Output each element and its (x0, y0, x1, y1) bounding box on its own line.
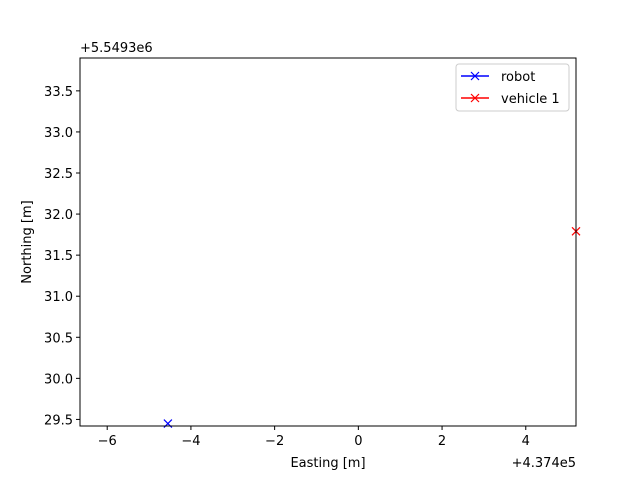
y-axis-label: Northing [m] (20, 200, 35, 283)
y-tick-label: 33.0 (44, 126, 73, 141)
legend-label: robot (501, 70, 535, 85)
legend-marker (470, 93, 480, 103)
legend: robot vehicle 1 (455, 63, 570, 112)
y-offset-label: +5.5493e6 (80, 41, 153, 56)
y-tick-label: 30.0 (44, 372, 73, 387)
y-tick-label: 33.5 (44, 85, 73, 100)
x-tick-label: −6 (98, 434, 117, 449)
axis-ticks: −6 −4 −2 0 2 4 29.5 30.0 30.5 31.0 31.5 32.0 32.5 33.… (44, 85, 530, 449)
legend-marker (470, 71, 480, 81)
x-tick-label: 2 (438, 434, 446, 449)
axes-frame (79, 57, 577, 427)
legend-entry: robot (461, 70, 535, 85)
x-tick-label: 4 (522, 434, 530, 449)
y-tick-label: 31.0 (44, 290, 73, 305)
x-tick-label: 0 (354, 434, 362, 449)
x-tick-label: −2 (265, 434, 284, 449)
y-tick-label: 30.5 (44, 331, 73, 346)
x-axis-label: Easting [m] (290, 456, 365, 471)
y-tick-label: 31.5 (44, 249, 73, 264)
y-tick-label: 32.0 (44, 208, 73, 223)
y-tick-label: 32.5 (44, 167, 73, 182)
legend-label: vehicle 1 (501, 92, 560, 107)
x-tick-label: −4 (181, 434, 200, 449)
y-tick-label: 29.5 (44, 413, 73, 428)
legend-entry: vehicle 1 (461, 92, 560, 107)
x-offset-label: +4.374e5 (512, 456, 576, 471)
